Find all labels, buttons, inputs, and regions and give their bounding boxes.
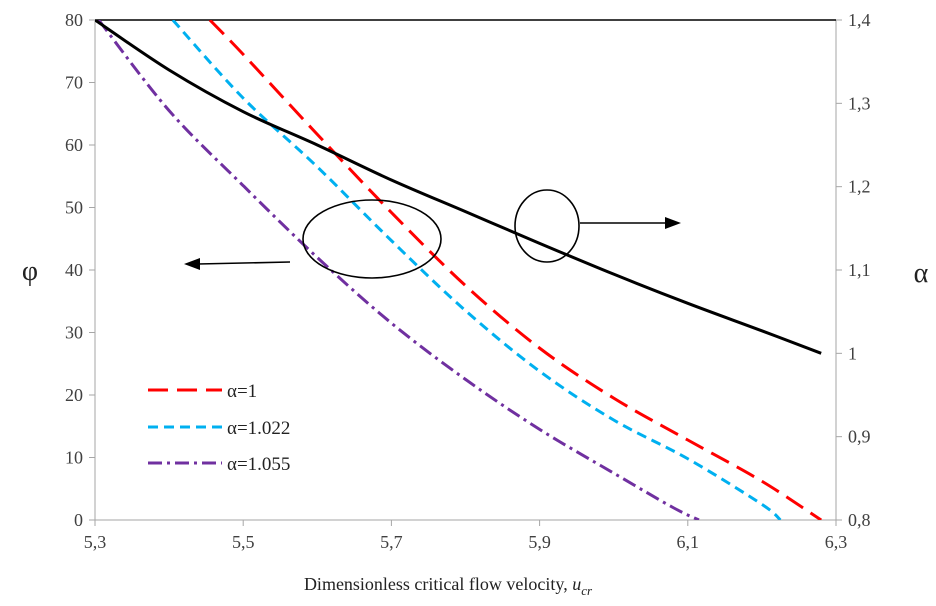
axes [89,19,842,526]
y-left-tick-label: 50 [65,198,83,218]
left-arrow-head [184,258,200,270]
y-axis-right-title: α [914,258,929,289]
y-axis-left-title: φ [22,256,38,287]
x-tick-label: 6,3 [825,532,848,552]
y-right-tick-label: 1,3 [848,93,871,113]
y-right-tick-label: 1,1 [848,260,871,280]
right-curve-ellipse [514,189,580,263]
y-left-tick-label: 40 [65,260,83,280]
x-tick-label: 5,3 [84,532,107,552]
y-right-tick-label: 0,8 [848,510,871,530]
x-tick-label: 5,9 [528,532,551,552]
y-left-tick-label: 20 [65,385,83,405]
x-axis-title: Dimensionless critical flow velocity, uc… [304,574,593,598]
series-line-2 [171,20,782,520]
y-right-tick-label: 1,2 [848,177,871,197]
y-left-tick-label: 70 [65,73,83,93]
y-left-tick-label: 0 [74,510,83,530]
y-left-tick-label: 10 [65,448,83,468]
y-right-tick-label: 1,4 [848,10,871,30]
legend: α=1 α=1.022 α=1.055 [148,381,290,475]
y-left-tick-label: 60 [65,135,83,155]
series-line-1 [208,20,823,520]
x-axis-title-var: u [572,574,581,594]
series-line-3 [97,20,700,520]
y-left-tick-label: 30 [65,323,83,343]
y-right-tick-label: 0,9 [848,427,871,447]
x-axis-title-prefix: Dimensionless critical flow velocity, [304,574,572,594]
series-line-4 [95,20,822,355]
x-tick-label: 6,1 [677,532,700,552]
series [95,20,823,520]
y-left-tick-label: 80 [65,10,83,30]
legend-label-1: α=1 [227,381,257,402]
legend-label-2: α=1.022 [227,418,290,439]
x-axis-title-sub: cr [581,583,593,598]
x-tick-label: 5,7 [380,532,403,552]
y-right-tick-label: 1 [848,343,857,363]
annotations [184,189,681,279]
tick-labels: 5,3 5,5 5,7 5,9 6,1 6,3 0 10 20 30 40 50 60 70 80 0,8 0,… [65,10,871,552]
legend-label-3: α=1.055 [227,454,290,475]
left-group-ellipse [302,199,442,279]
x-tick-label: 5,5 [232,532,255,552]
right-arrow-head [665,217,681,229]
left-arrow-shaft [197,261,291,265]
